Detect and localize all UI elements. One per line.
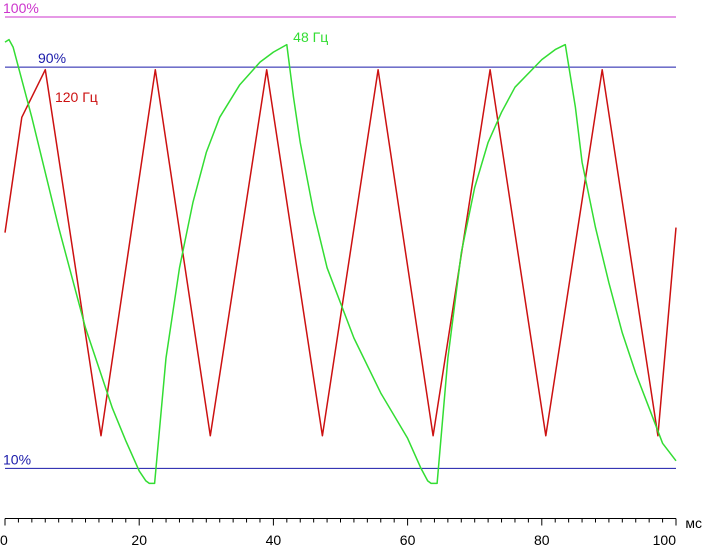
series-annotation: 120 Гц [55,89,98,105]
series-line-48hz [4,38,677,485]
x-tick-label: 20 [131,532,147,547]
x-axis: 0 20 40 60 80 100 мс [0,515,702,547]
reference-line-label: 10% [3,451,31,467]
reference-line-label: 100% [3,0,39,16]
x-unit-label: мс [685,515,702,531]
series-line-120hz [4,68,677,437]
series-lines [4,38,677,485]
reference-lines: 100% 90% 10% [3,0,676,469]
reference-line-label: 90% [38,50,66,66]
x-tick-label: 40 [266,532,282,547]
x-tick-label: 60 [400,532,416,547]
annotations: 120 Гц 48 Гц [55,29,328,105]
series-annotation: 48 Гц [293,29,328,45]
x-tick-label: 0 [0,532,8,547]
x-tick-label: 100 [653,532,677,547]
x-tick-label: 80 [534,532,550,547]
